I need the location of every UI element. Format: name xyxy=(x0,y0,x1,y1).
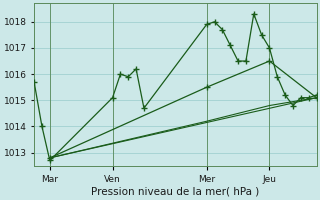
X-axis label: Pression niveau de la mer( hPa ): Pression niveau de la mer( hPa ) xyxy=(91,187,260,197)
